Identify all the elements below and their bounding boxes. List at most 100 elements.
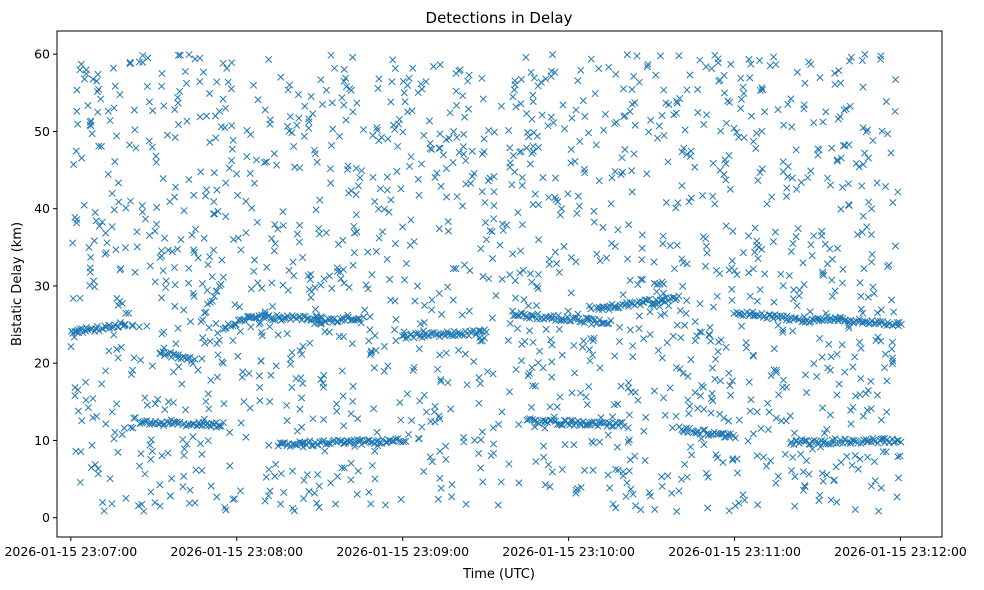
data-point	[459, 92, 467, 100]
data-point	[143, 401, 151, 409]
data-point	[283, 401, 291, 409]
data-point	[137, 450, 145, 458]
data-point	[202, 397, 210, 406]
data-point	[545, 255, 553, 263]
data-point	[446, 109, 454, 117]
data-point	[628, 188, 636, 196]
data-point	[136, 356, 145, 364]
data-point	[342, 116, 350, 124]
data-point	[683, 86, 691, 94]
data-point	[833, 156, 841, 164]
data-point	[415, 345, 423, 353]
data-point	[702, 469, 710, 477]
data-point	[607, 200, 615, 208]
data-point	[270, 247, 278, 255]
data-point	[548, 51, 557, 59]
data-point	[148, 143, 156, 151]
data-point	[349, 108, 357, 116]
data-point	[745, 269, 753, 277]
data-point	[185, 264, 193, 272]
data-point	[247, 323, 255, 331]
data-point	[398, 332, 406, 340]
data-point	[301, 102, 309, 110]
data-point	[547, 416, 556, 424]
data-point	[619, 85, 628, 93]
data-point	[600, 303, 608, 311]
data-point	[688, 451, 696, 459]
data-point	[888, 338, 896, 346]
data-point	[716, 127, 725, 135]
data-point	[229, 495, 237, 503]
data-point	[394, 142, 402, 150]
data-point	[733, 271, 741, 279]
data-point	[698, 328, 706, 336]
data-point	[271, 220, 279, 229]
data-point	[541, 424, 549, 432]
data-point	[224, 78, 232, 86]
data-point	[131, 268, 139, 276]
data-point	[707, 337, 715, 345]
data-point	[212, 134, 220, 142]
data-point	[279, 281, 287, 289]
data-point	[737, 74, 745, 82]
data-point	[437, 375, 445, 384]
data-point	[867, 231, 875, 239]
data-point	[113, 400, 121, 408]
data-point	[848, 461, 856, 469]
data-point	[145, 137, 153, 145]
data-point	[231, 301, 239, 309]
data-point	[681, 321, 689, 329]
data-point	[391, 64, 399, 73]
data-point	[222, 506, 230, 514]
data-point	[352, 211, 360, 219]
data-point	[787, 95, 795, 103]
data-point	[498, 275, 506, 283]
data-point	[370, 364, 378, 372]
data-point	[612, 70, 620, 78]
data-point	[559, 101, 567, 109]
data-point	[388, 437, 397, 445]
data-point	[180, 472, 188, 480]
data-point	[98, 218, 106, 226]
data-point	[125, 309, 133, 317]
data-point	[624, 255, 632, 263]
data-point	[694, 85, 702, 93]
data-point	[330, 64, 339, 72]
data-point	[761, 108, 769, 116]
data-point	[670, 265, 679, 273]
data-point	[345, 283, 353, 291]
data-point	[194, 366, 202, 374]
data-point	[865, 198, 873, 206]
data-point	[386, 275, 394, 283]
data-point	[439, 151, 448, 159]
data-point	[191, 55, 199, 63]
data-point	[383, 173, 391, 181]
data-point	[709, 192, 717, 200]
data-point	[431, 402, 439, 410]
data-point	[76, 294, 84, 302]
data-point	[110, 435, 118, 443]
data-point	[221, 503, 229, 512]
data-point	[722, 343, 730, 351]
data-point	[250, 256, 259, 264]
data-point	[217, 422, 225, 431]
data-point	[475, 374, 483, 382]
data-point	[740, 134, 748, 142]
data-point	[739, 83, 747, 91]
data-point	[601, 110, 609, 118]
data-point	[475, 449, 483, 457]
data-point	[199, 68, 208, 76]
data-point	[822, 108, 830, 116]
data-point	[266, 323, 274, 331]
data-point	[214, 351, 222, 359]
data-point	[683, 296, 691, 305]
data-point	[459, 202, 467, 210]
data-point	[629, 300, 637, 308]
data-point	[311, 305, 320, 313]
data-point	[183, 117, 191, 125]
data-point	[579, 417, 587, 426]
data-point	[228, 122, 236, 130]
data-point	[482, 328, 490, 336]
data-point	[104, 107, 112, 115]
data-point	[102, 249, 110, 257]
